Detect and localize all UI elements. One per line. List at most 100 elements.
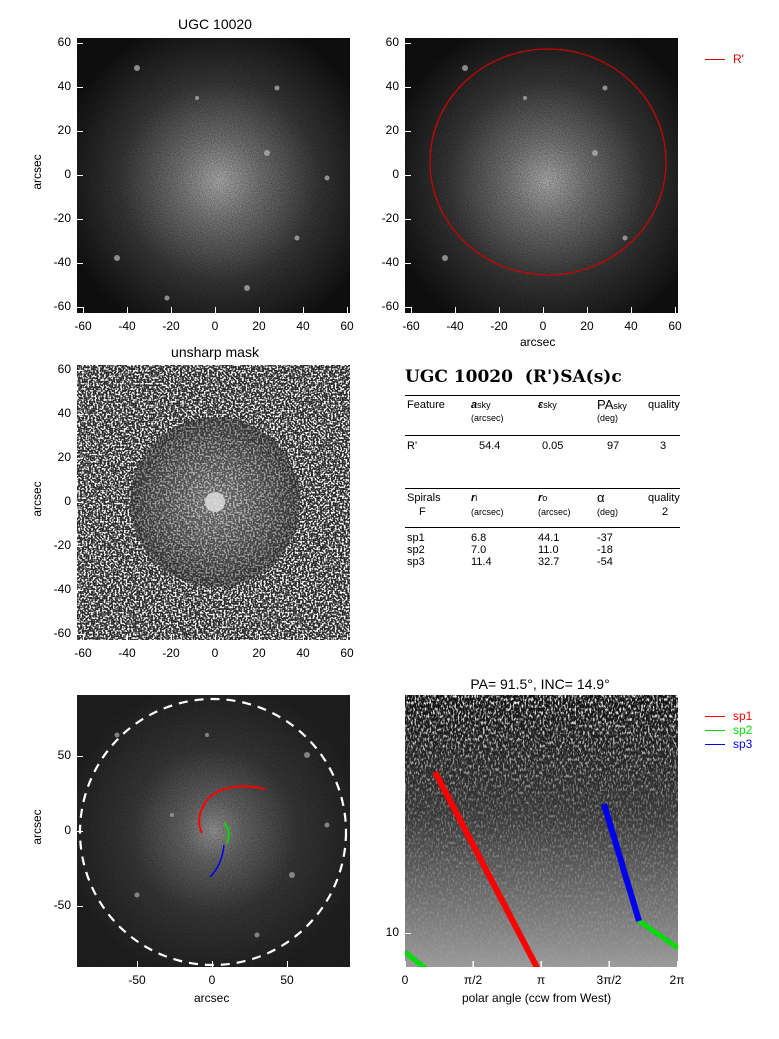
p3-ytick-label: -60 [53,626,71,640]
p3-ytick-mark [77,634,83,635]
p1-ytick-mark [77,219,83,220]
p1-xtick-mark [127,307,128,313]
p3-ytick-label: -40 [53,582,71,596]
p3-ytick-mark [77,414,83,415]
p6-ytick-mark [405,933,411,934]
legend-sp2-line [705,730,725,731]
feature-row-pa: 97 [607,440,620,452]
p1-xtick-label: 0 [211,319,219,333]
sp1-polar-track [432,770,541,967]
spiral-row-alpha: -54 [597,556,613,568]
p3-ytick-mark [77,370,83,371]
panel2-xlabel: arcsec [520,335,556,349]
spirals-f: F [419,506,426,518]
p2-ytick-label: -60 [381,299,399,313]
p6-xtick-label: 3π/2 [596,973,622,987]
p1-ytick-label: 20 [57,123,71,137]
p3-ytick-label: 40 [57,406,71,420]
p2-ytick-mark [405,131,411,132]
feature-table: Feature asky (arcsec) εsky PAsky (deg) q… [405,395,680,568]
p2-ytick-label: 0 [392,167,399,181]
sp3-overlay [209,844,225,878]
p2-ytick-mark [405,219,411,220]
p6-ytick-label: 10 [385,925,399,939]
p1-xtick-mark [215,307,216,313]
pa-unit: (deg) [597,413,619,423]
ro-unit: (arcsec) [538,507,571,517]
p1-xtick-mark [303,307,304,313]
polar-plot-panel [405,695,678,967]
feature-row-q: 3 [660,440,667,452]
p2-ytick-label: -40 [381,255,399,269]
p6-xtick-mark [405,961,406,967]
spiral-row-ro: 11.0 [538,544,559,556]
p2-ytick-mark [405,87,411,88]
feature-col-header: Feature [407,399,445,411]
p1-xtick-label: 20 [252,319,266,333]
p3-ytick-mark [77,502,83,503]
p2-xtick-label: 60 [668,319,682,333]
legend-ring-label: R' [733,52,744,66]
panel3-title: unsharp mask [171,344,259,360]
legend-sp3-label: sp3 [733,737,753,751]
p3-ytick-label: 60 [57,362,71,376]
sp2-polar-track-left [405,950,428,967]
p3-xtick-mark [83,634,84,640]
p3-xtick-mark [303,634,304,640]
p1-ytick-label: 0 [64,167,71,181]
p1-xtick-mark [259,307,260,313]
p1-ytick-label: -40 [53,255,71,269]
alpha-unit: (deg) [597,507,619,517]
p6-xtick-mark [541,961,542,967]
p3-xtick-mark [127,634,128,640]
p3-xtick-label: 60 [340,646,354,660]
p2-xtick-label: 40 [624,319,638,333]
p6-xtick-label: π/2 [463,973,483,987]
spiral-row-ri: 11.4 [471,556,492,568]
p5-ytick-mark [77,906,83,907]
p6-xtick-label: 2π [669,973,685,987]
p2-xtick-mark [499,307,500,313]
p2-ytick-label: 60 [385,35,399,49]
p2-ytick-label: -20 [381,211,399,225]
spirals-quality-value: 2 [662,506,669,518]
ri-unit: (arcsec) [471,507,504,517]
sp3-polar-track [601,803,642,922]
galaxy-image-svg [77,38,350,313]
p3-xtick-label: 40 [296,646,310,660]
spiral-row-ri: 6.8 [471,532,487,544]
p3-xtick-label: -20 [162,646,180,660]
p3-xtick-label: 0 [211,646,219,660]
p6-xtick-label: π [536,973,546,987]
p5-ytick-label: 0 [64,823,71,837]
p3-ytick-mark [77,546,83,547]
p3-xtick-mark [259,634,260,640]
p3-ytick-label: 0 [64,494,71,508]
unsharp-mask-panel [77,365,350,640]
p1-ytick-label: -20 [53,211,71,225]
ring-ellipse [429,48,667,276]
spiral-row-ro: 32.7 [538,556,560,568]
panel1-title: UGC 10020 [178,16,252,32]
p6-xtick-mark [677,961,678,967]
sp1-overlay [198,785,266,834]
legend-sp2-label: sp2 [733,723,753,737]
p6-xtick-mark [609,961,610,967]
p1-ytick-mark [77,87,83,88]
p1-ytick-mark [77,175,83,176]
unsharp-mask-svg [77,365,350,640]
a-unit: (arcsec) [471,413,504,423]
spiral-row-name: sp3 [407,556,425,568]
p1-ytick-label: -60 [53,299,71,313]
p1-ytick-mark [77,131,83,132]
ri-col-header: r [471,492,476,504]
spiral-row-ri: 7.0 [471,544,487,556]
spirals-col-header: Spirals [407,492,441,504]
deprojected-ring [78,697,348,967]
p2-ytick-mark [405,175,411,176]
sp2-polar-track-right [637,918,678,951]
galaxy-image-panel [77,38,350,313]
p5-ytick-label: 50 [57,748,71,762]
legend-ring-line [705,59,725,60]
p5-xtick-label: 50 [280,973,294,987]
